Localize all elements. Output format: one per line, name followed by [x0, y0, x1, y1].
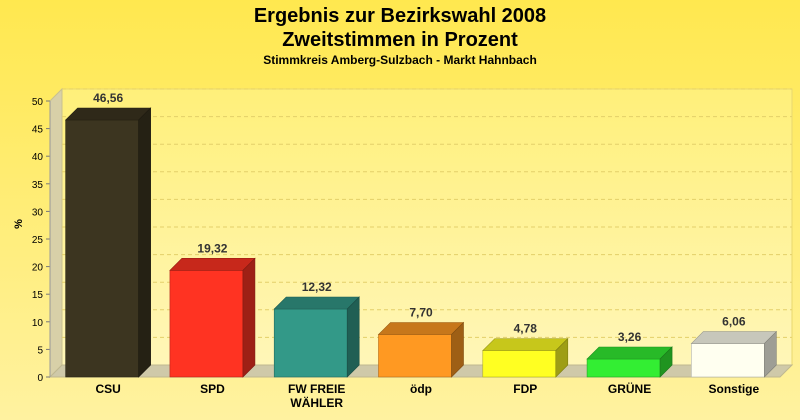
x-category-label: SPD — [200, 382, 225, 396]
bar-side — [764, 330, 777, 378]
bar — [482, 350, 557, 378]
y-tick-label: 10 — [32, 318, 44, 329]
x-category-label: FW FREIE — [288, 382, 345, 396]
x-category-label: FDP — [513, 382, 537, 396]
bar-side — [242, 257, 256, 378]
bar-top — [482, 338, 569, 351]
bar-side — [451, 321, 464, 378]
bar-top — [690, 331, 778, 344]
x-category-label: ödp — [410, 382, 432, 396]
bar-value-label: 6,06 — [722, 315, 746, 329]
bar-top — [169, 258, 256, 271]
bar-side — [659, 346, 673, 378]
chart-title-line2: Zweitstimmen in Prozent — [282, 29, 518, 51]
y-tick-label: 15 — [32, 290, 44, 301]
y-tick-label: 30 — [32, 207, 44, 218]
bar-top — [64, 107, 152, 121]
bar — [586, 358, 661, 378]
bar-value-label: 4,78 — [514, 322, 538, 336]
plot-area: 0 5 10 15 20 25 30 35 40 45 50 46,56 CSU 19,32 SPD 12,3… — [32, 87, 794, 410]
bar-top — [586, 346, 673, 360]
bar-side — [555, 337, 569, 378]
bar — [273, 308, 348, 378]
bar-value-label: 12,32 — [302, 280, 332, 294]
plot-left-wall — [49, 87, 63, 379]
y-tick-label: 20 — [32, 263, 44, 274]
y-tick-label: 0 — [37, 373, 43, 384]
chart-title: Ergebnis zur Bezirkswahl 2008 — [254, 5, 546, 27]
bar — [169, 270, 244, 378]
x-category-label: WÄHLER — [290, 395, 343, 410]
y-tick-label: 25 — [32, 235, 44, 246]
bar — [691, 343, 765, 378]
x-category-label: CSU — [95, 382, 120, 396]
x-category-label: Sonstige — [709, 382, 760, 396]
bar-value-label: 3,26 — [618, 330, 642, 344]
chart-subtitle: Stimmkreis Amberg-Sulzbach - Markt Hahnb… — [263, 53, 537, 67]
y-tick-label: 5 — [37, 345, 43, 356]
bar-top — [377, 322, 465, 335]
y-tick-label: 50 — [32, 97, 44, 108]
y-tick-label: 40 — [32, 152, 44, 163]
bar — [378, 334, 452, 378]
y-axis-label: % — [13, 219, 25, 229]
bar-value-label: 46,56 — [93, 91, 123, 105]
bar-side — [346, 296, 360, 378]
x-category-label: GRÜNE — [608, 381, 651, 396]
bar-value-label: 19,32 — [197, 241, 227, 255]
bar-side — [138, 107, 151, 378]
y-tick-label: 45 — [32, 125, 44, 136]
bar-value-label: 7,70 — [409, 305, 433, 319]
bar-top — [273, 296, 360, 310]
bar — [65, 119, 139, 378]
y-tick-label: 35 — [32, 180, 44, 191]
